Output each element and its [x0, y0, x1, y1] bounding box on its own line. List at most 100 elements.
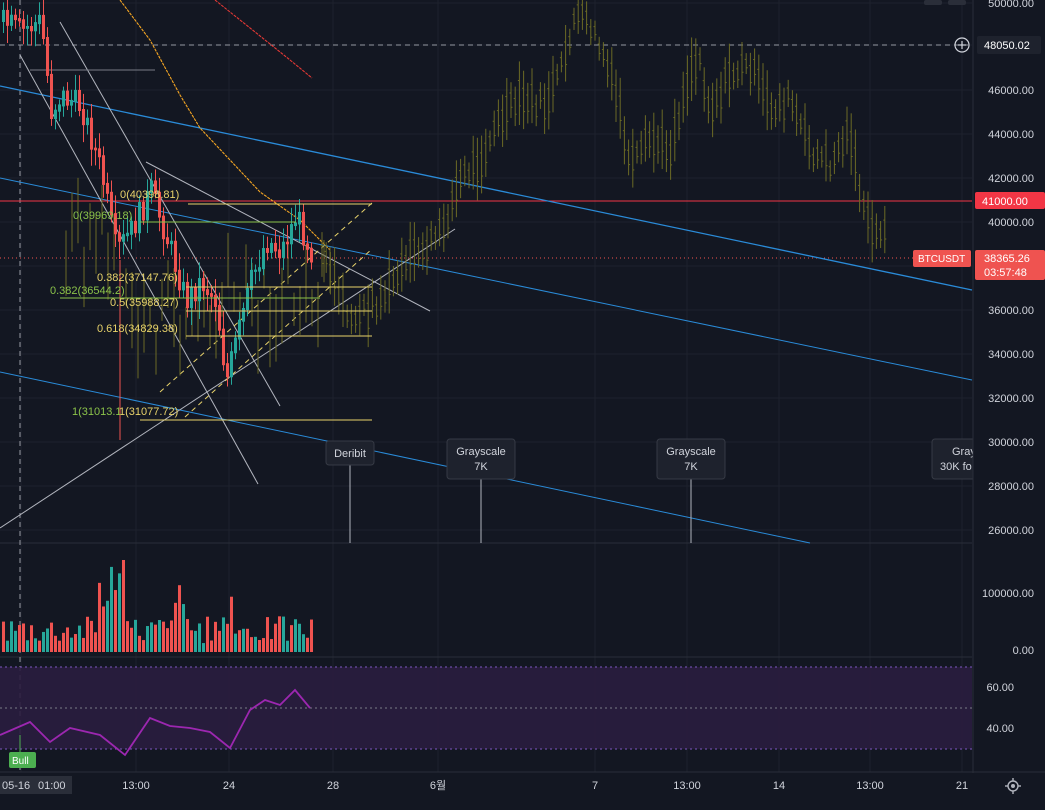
time-label: 14: [773, 780, 785, 792]
svg-text:BTCUSDT: BTCUSDT: [918, 254, 965, 265]
volume-bar: [214, 621, 217, 652]
event-title: Grayscale: [666, 446, 716, 458]
volume-bar: [202, 643, 205, 652]
volume-bar: [122, 559, 125, 652]
volume-bar: [82, 637, 85, 652]
bull-badge: Bull: [9, 735, 36, 768]
volume-bar: [10, 621, 13, 652]
volume-bar: [258, 640, 261, 652]
volume-bars: [2, 559, 313, 652]
event-title: Gray: [952, 446, 976, 458]
gear-icon[interactable]: [1005, 778, 1021, 794]
price-tick-label: 28000.00: [988, 481, 1034, 493]
volume-bar: [166, 628, 169, 652]
volume-bar: [50, 622, 53, 652]
trendline-blue: [0, 85, 973, 291]
toolbar-button[interactable]: [924, 0, 942, 5]
volume-tick-label: 0.00: [1013, 645, 1034, 657]
volume-bar: [254, 636, 257, 652]
price-tick-label: 50000.00: [988, 0, 1034, 10]
time-label: 13:00: [122, 780, 150, 792]
volume-bar: [306, 637, 309, 652]
volume-bar: [62, 632, 65, 652]
volume-bar: [170, 620, 173, 652]
fib-label-0618: 0.618(34829.38): [97, 323, 178, 335]
volume-bar: [30, 625, 33, 652]
svg-text:48050.02: 48050.02: [984, 40, 1030, 52]
volume-bar: [298, 623, 301, 652]
volume-bar: [274, 623, 277, 652]
volume-bar: [226, 623, 229, 652]
volume-bar: [14, 630, 17, 652]
volume-bar: [234, 633, 237, 652]
volume-bar: [142, 640, 145, 652]
price-tick-label: 34000.00: [988, 349, 1034, 361]
volume-bar: [98, 582, 101, 652]
trendline-gray: [59, 21, 281, 407]
rsi-line: [0, 688, 311, 757]
volume-bar: [106, 600, 109, 652]
event-title: Grayscale: [456, 446, 506, 458]
volume-bar: [198, 623, 201, 652]
countdown-value: 03:57:48: [984, 267, 1027, 279]
price-tick-label: 44000.00: [988, 129, 1034, 141]
trendline-gray: [19, 54, 259, 485]
current-price-value: 38365.26: [984, 253, 1030, 265]
trendline-blue: [0, 371, 811, 544]
event-markers: Deribit Grayscale 7K Grayscale 7K Gray 3…: [325, 438, 993, 543]
time-label: 6월: [430, 779, 446, 792]
time-label: 21: [956, 780, 968, 792]
volume-bar: [310, 619, 313, 652]
channel-dashed: [159, 202, 373, 393]
current-price-label: 38365.26 03:57:48: [975, 250, 1045, 280]
volume-bar: [6, 640, 9, 652]
volume-bar: [186, 619, 189, 652]
volume-bar: [102, 606, 105, 652]
stepline-red: [214, 0, 313, 79]
time-axis[interactable]: 05-16 01:00 13:00 24 28 6월 7 13:00 14 13…: [0, 771, 1045, 805]
volume-bar: [262, 638, 265, 652]
volume-bar: [282, 616, 285, 652]
volume-bar: [210, 640, 213, 652]
volume-bar: [238, 630, 241, 652]
fib-green-label-0382: 0.382(36544.2): [50, 285, 125, 297]
event-grayscale-1[interactable]: Grayscale 7K: [446, 438, 516, 543]
toolbar-button[interactable]: [948, 0, 966, 5]
volume-bar: [154, 624, 157, 652]
volume-bar: [34, 638, 37, 652]
volume-bar: [38, 640, 41, 652]
volume-bar: [286, 640, 289, 652]
event-deribit[interactable]: Deribit: [325, 440, 375, 543]
rsi-tick-label: 40.00: [986, 723, 1014, 735]
symbol-tag: BTCUSDT: [913, 250, 971, 267]
volume-bar: [118, 573, 121, 652]
fib-green-label-1: 1(31013.1: [72, 406, 122, 418]
volume-bar: [190, 630, 193, 652]
volume-bar: [222, 617, 225, 652]
volume-bar: [18, 625, 21, 652]
add-alert-icon[interactable]: [954, 37, 970, 53]
volume-bar: [126, 621, 129, 652]
svg-text:Bull: Bull: [12, 756, 29, 767]
fib-label-0: 0(40398.81): [120, 189, 179, 201]
volume-bar: [250, 637, 253, 652]
fib-label-1: 1(31077.72): [119, 406, 178, 418]
volume-bar: [78, 625, 81, 652]
stepline-orange: [119, 0, 331, 251]
volume-bar: [246, 628, 249, 652]
event-subtitle: 30K fo: [940, 461, 972, 473]
price-axis[interactable]: 50000.00 46000.00 44000.00 42000.00 40000.00…: [972, 0, 1045, 805]
time-label-start: 01:00: [38, 780, 66, 792]
price-tick-label: 26000.00: [988, 525, 1034, 537]
price-tick-label: 46000.00: [988, 85, 1034, 97]
channel-dashed: [184, 248, 373, 418]
volume-bar: [150, 622, 153, 652]
volume-bar: [110, 566, 113, 652]
event-grayscale-2[interactable]: Grayscale 7K: [656, 438, 726, 543]
time-label: 7: [592, 780, 598, 792]
price-tick-label: 42000.00: [988, 173, 1034, 185]
svg-text:41000.00: 41000.00: [982, 196, 1028, 208]
volume-bar: [46, 628, 49, 652]
